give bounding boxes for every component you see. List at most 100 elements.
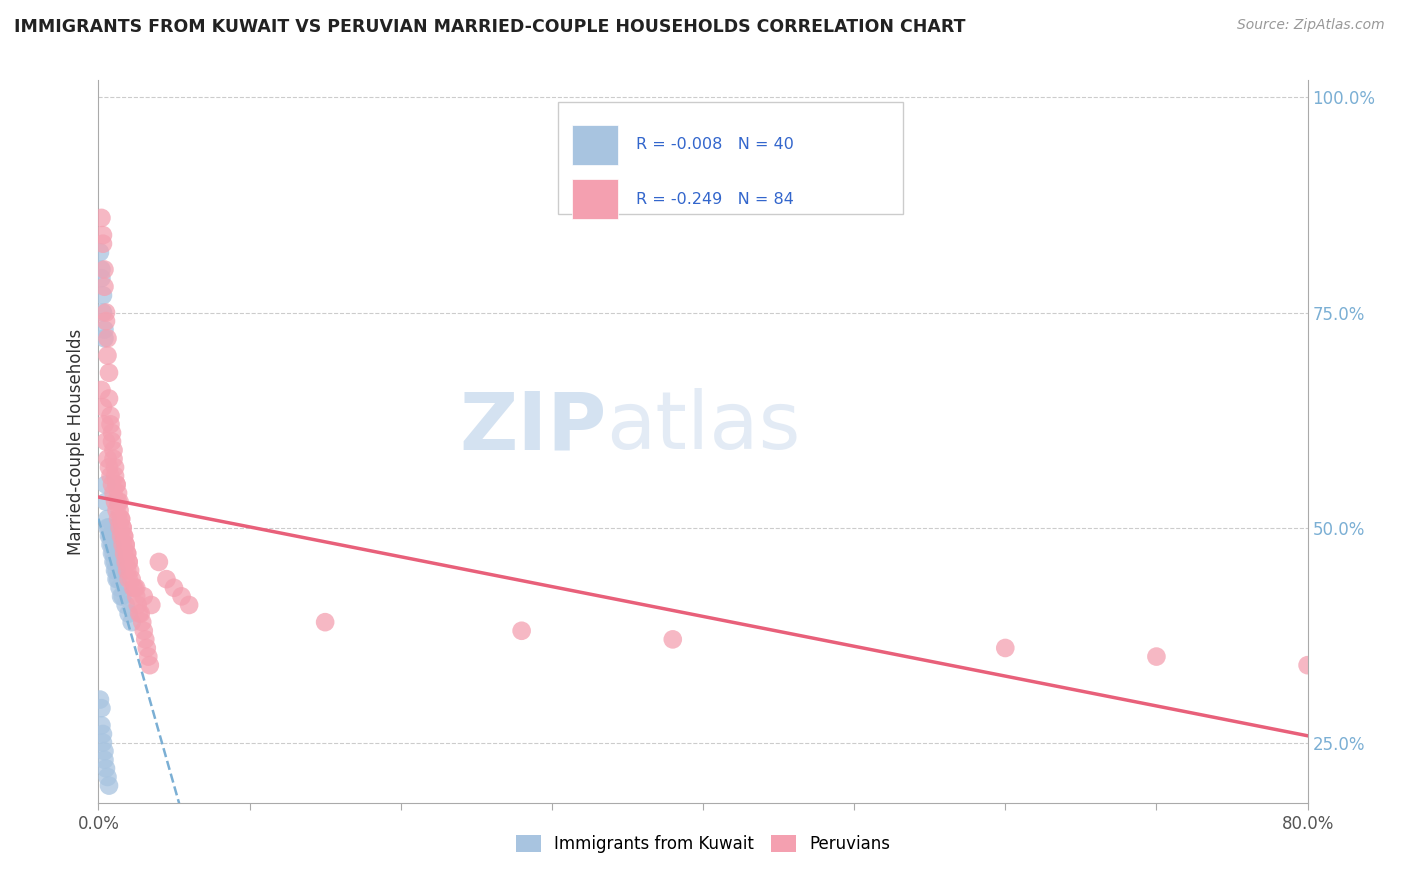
Point <box>118 555 141 569</box>
Text: R = -0.249   N = 84: R = -0.249 N = 84 <box>637 192 794 207</box>
Point <box>89 692 111 706</box>
FancyBboxPatch shape <box>558 102 903 214</box>
Point <box>155 572 177 586</box>
Bar <box>572 179 619 219</box>
Point <box>125 590 148 604</box>
Point <box>96 331 118 345</box>
Point <box>111 520 134 534</box>
Point <box>91 236 114 251</box>
Point <box>100 538 122 552</box>
Point <box>115 564 138 578</box>
Point <box>105 503 128 517</box>
Y-axis label: Married-couple Households: Married-couple Households <box>66 328 84 555</box>
Point <box>94 477 117 491</box>
Point <box>98 392 121 406</box>
Point <box>111 520 134 534</box>
Point <box>98 366 121 380</box>
Point <box>131 615 153 630</box>
Point <box>91 400 114 414</box>
Point <box>90 271 112 285</box>
Point <box>101 425 124 440</box>
Point <box>139 658 162 673</box>
Point <box>105 564 128 578</box>
Point <box>96 451 118 466</box>
Point <box>100 409 122 423</box>
Point <box>91 288 114 302</box>
Point <box>114 598 136 612</box>
Point <box>90 701 112 715</box>
Point <box>115 546 138 560</box>
Point <box>103 443 125 458</box>
Point <box>112 529 135 543</box>
Point <box>994 640 1017 655</box>
Point <box>114 555 136 569</box>
Point <box>90 383 112 397</box>
Point <box>120 564 142 578</box>
Point <box>98 529 121 543</box>
Point <box>107 486 129 500</box>
Point <box>110 512 132 526</box>
Point <box>110 529 132 543</box>
Point <box>125 581 148 595</box>
Point <box>93 417 115 432</box>
Point <box>122 581 145 595</box>
Point <box>108 581 131 595</box>
Point <box>94 494 117 508</box>
Legend: Immigrants from Kuwait, Peruvians: Immigrants from Kuwait, Peruvians <box>509 828 897 860</box>
Point <box>121 572 143 586</box>
Point <box>314 615 336 630</box>
Point <box>111 590 134 604</box>
Point <box>124 581 146 595</box>
Text: IMMIGRANTS FROM KUWAIT VS PERUVIAN MARRIED-COUPLE HOUSEHOLDS CORRELATION CHART: IMMIGRANTS FROM KUWAIT VS PERUVIAN MARRI… <box>14 18 966 36</box>
Point <box>103 451 125 466</box>
Point <box>128 607 150 621</box>
Point <box>127 598 149 612</box>
Point <box>129 607 152 621</box>
Text: R = -0.008   N = 40: R = -0.008 N = 40 <box>637 137 794 153</box>
Text: ZIP: ZIP <box>458 388 606 467</box>
Point <box>132 624 155 638</box>
Point <box>103 546 125 560</box>
Point <box>132 590 155 604</box>
Point <box>96 349 118 363</box>
Point <box>93 744 115 758</box>
Point <box>107 494 129 508</box>
Point <box>118 607 141 621</box>
Point <box>108 503 131 517</box>
Point <box>93 279 115 293</box>
Point <box>93 331 115 345</box>
Point <box>108 520 131 534</box>
Point <box>93 323 115 337</box>
Point <box>141 598 163 612</box>
Point <box>1296 658 1319 673</box>
Point <box>112 529 135 543</box>
Point <box>148 555 170 569</box>
Point <box>163 581 186 595</box>
Point <box>91 727 114 741</box>
Point <box>96 512 118 526</box>
Point <box>100 417 122 432</box>
Point <box>90 262 112 277</box>
Point <box>107 572 129 586</box>
Point <box>104 494 127 508</box>
Point <box>118 555 141 569</box>
Point <box>661 632 683 647</box>
Point <box>94 761 117 775</box>
Point <box>103 555 125 569</box>
Point <box>105 572 128 586</box>
Point <box>101 546 124 560</box>
Point <box>110 590 132 604</box>
Point <box>101 538 124 552</box>
Point <box>135 640 157 655</box>
Point <box>93 753 115 767</box>
Point <box>94 434 117 449</box>
Point <box>170 590 193 604</box>
Text: Source: ZipAtlas.com: Source: ZipAtlas.com <box>1237 18 1385 32</box>
Point <box>104 460 127 475</box>
Point <box>90 718 112 732</box>
Bar <box>572 125 619 165</box>
Point <box>104 555 127 569</box>
Point <box>94 314 117 328</box>
Point <box>179 598 201 612</box>
Point <box>115 546 138 560</box>
